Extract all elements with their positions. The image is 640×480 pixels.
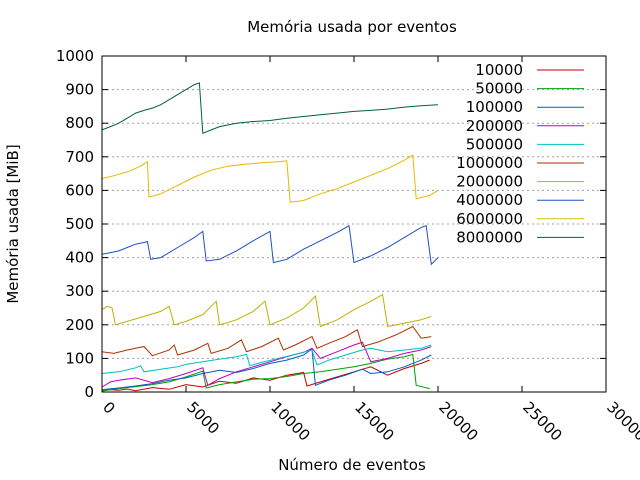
legend-label: 1000000 (456, 154, 523, 172)
y-tick-label: 600 (65, 181, 94, 199)
y-tick-label: 700 (65, 148, 94, 166)
series-line-200000 (101, 341, 432, 388)
legend-label: 10000 (475, 61, 523, 79)
legend-label: 4000000 (456, 191, 523, 209)
legend-label: 6000000 (456, 210, 523, 228)
chart-title: Memória usada por eventos (247, 18, 457, 36)
legend: 1000050000100000200000500000100000020000… (456, 61, 584, 246)
series-line-50000 (101, 353, 430, 392)
y-axis-label: Memória usada [MiB] (4, 144, 22, 303)
series-line-4000000 (101, 224, 439, 266)
series-lines (101, 82, 439, 392)
series-line-500000 (101, 344, 432, 374)
y-tick-label: 400 (65, 249, 94, 267)
legend-label: 2000000 (456, 173, 523, 191)
y-tick-label: 100 (65, 349, 94, 367)
legend-label: 50000 (475, 80, 523, 98)
x-tick-label: 25000 (519, 398, 565, 444)
legend-label: 500000 (466, 135, 523, 153)
x-tick-label: 0 (99, 398, 118, 417)
grid (102, 89, 606, 359)
series-line-1000000 (101, 325, 432, 357)
y-tick-label: 800 (65, 114, 94, 132)
x-tick-label: 20000 (435, 398, 481, 444)
series-line-2000000 (101, 293, 432, 328)
y-tick-label: 0 (84, 383, 94, 401)
legend-label: 8000000 (456, 228, 523, 246)
series-line-100000 (101, 348, 432, 391)
x-tick-label: 10000 (267, 398, 313, 444)
y-tick-label: 1000 (56, 47, 94, 65)
series-line-8000000 (101, 82, 439, 135)
y-tick-label: 300 (65, 282, 94, 300)
legend-label: 100000 (466, 98, 523, 116)
x-tick-label: 5000 (183, 398, 223, 438)
legend-label: 200000 (466, 117, 523, 135)
y-tick-label: 900 (65, 81, 94, 99)
x-axis-label: Número de eventos (278, 456, 426, 474)
y-tick-label: 200 (65, 316, 94, 334)
x-tick-label: 15000 (351, 398, 397, 444)
series-line-6000000 (101, 154, 439, 203)
y-tick-label: 500 (65, 215, 94, 233)
x-tick-label: 30000 (603, 398, 640, 444)
